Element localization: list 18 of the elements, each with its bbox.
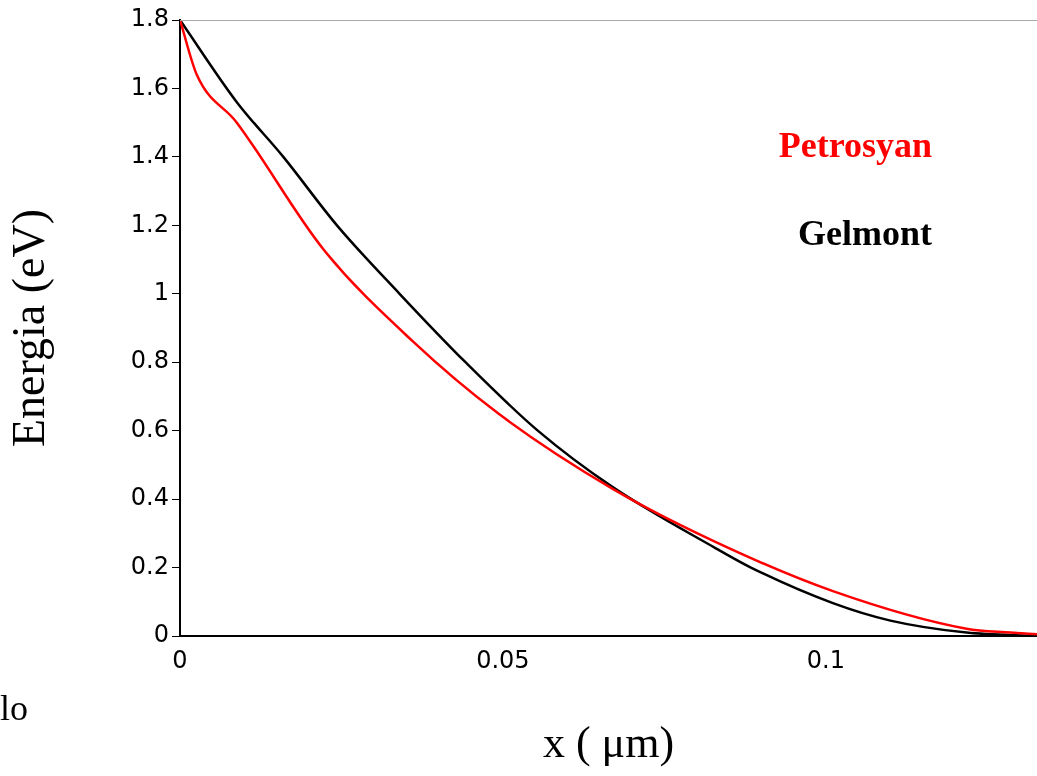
text: lo <box>0 688 29 728</box>
y-tick-label: 0 <box>153 620 169 649</box>
x-axis-title: x ( μm) <box>542 718 675 768</box>
y-axis-title: Energia (eV) <box>2 209 54 447</box>
y-tick-label: 0.6 <box>130 414 169 443</box>
text: Petrosyan <box>778 125 932 166</box>
text: Gelmont <box>798 213 933 254</box>
y-tick-label: 1.4 <box>130 141 169 170</box>
y-tick-label: 1.6 <box>130 72 169 101</box>
x-tick-label: 0.1 <box>806 645 845 674</box>
x-tick-label: 0 <box>172 645 188 674</box>
y-tick-label: 0.4 <box>130 483 169 512</box>
y-tick-label: 0.8 <box>130 346 169 375</box>
y-tick-label: 1 <box>153 278 169 307</box>
x-tick-label: 0.05 <box>476 645 530 674</box>
y-tick-label: 1.2 <box>130 209 169 238</box>
y-tick-label: 0.2 <box>130 551 169 580</box>
y-tick-label: 1.8 <box>130 4 169 33</box>
